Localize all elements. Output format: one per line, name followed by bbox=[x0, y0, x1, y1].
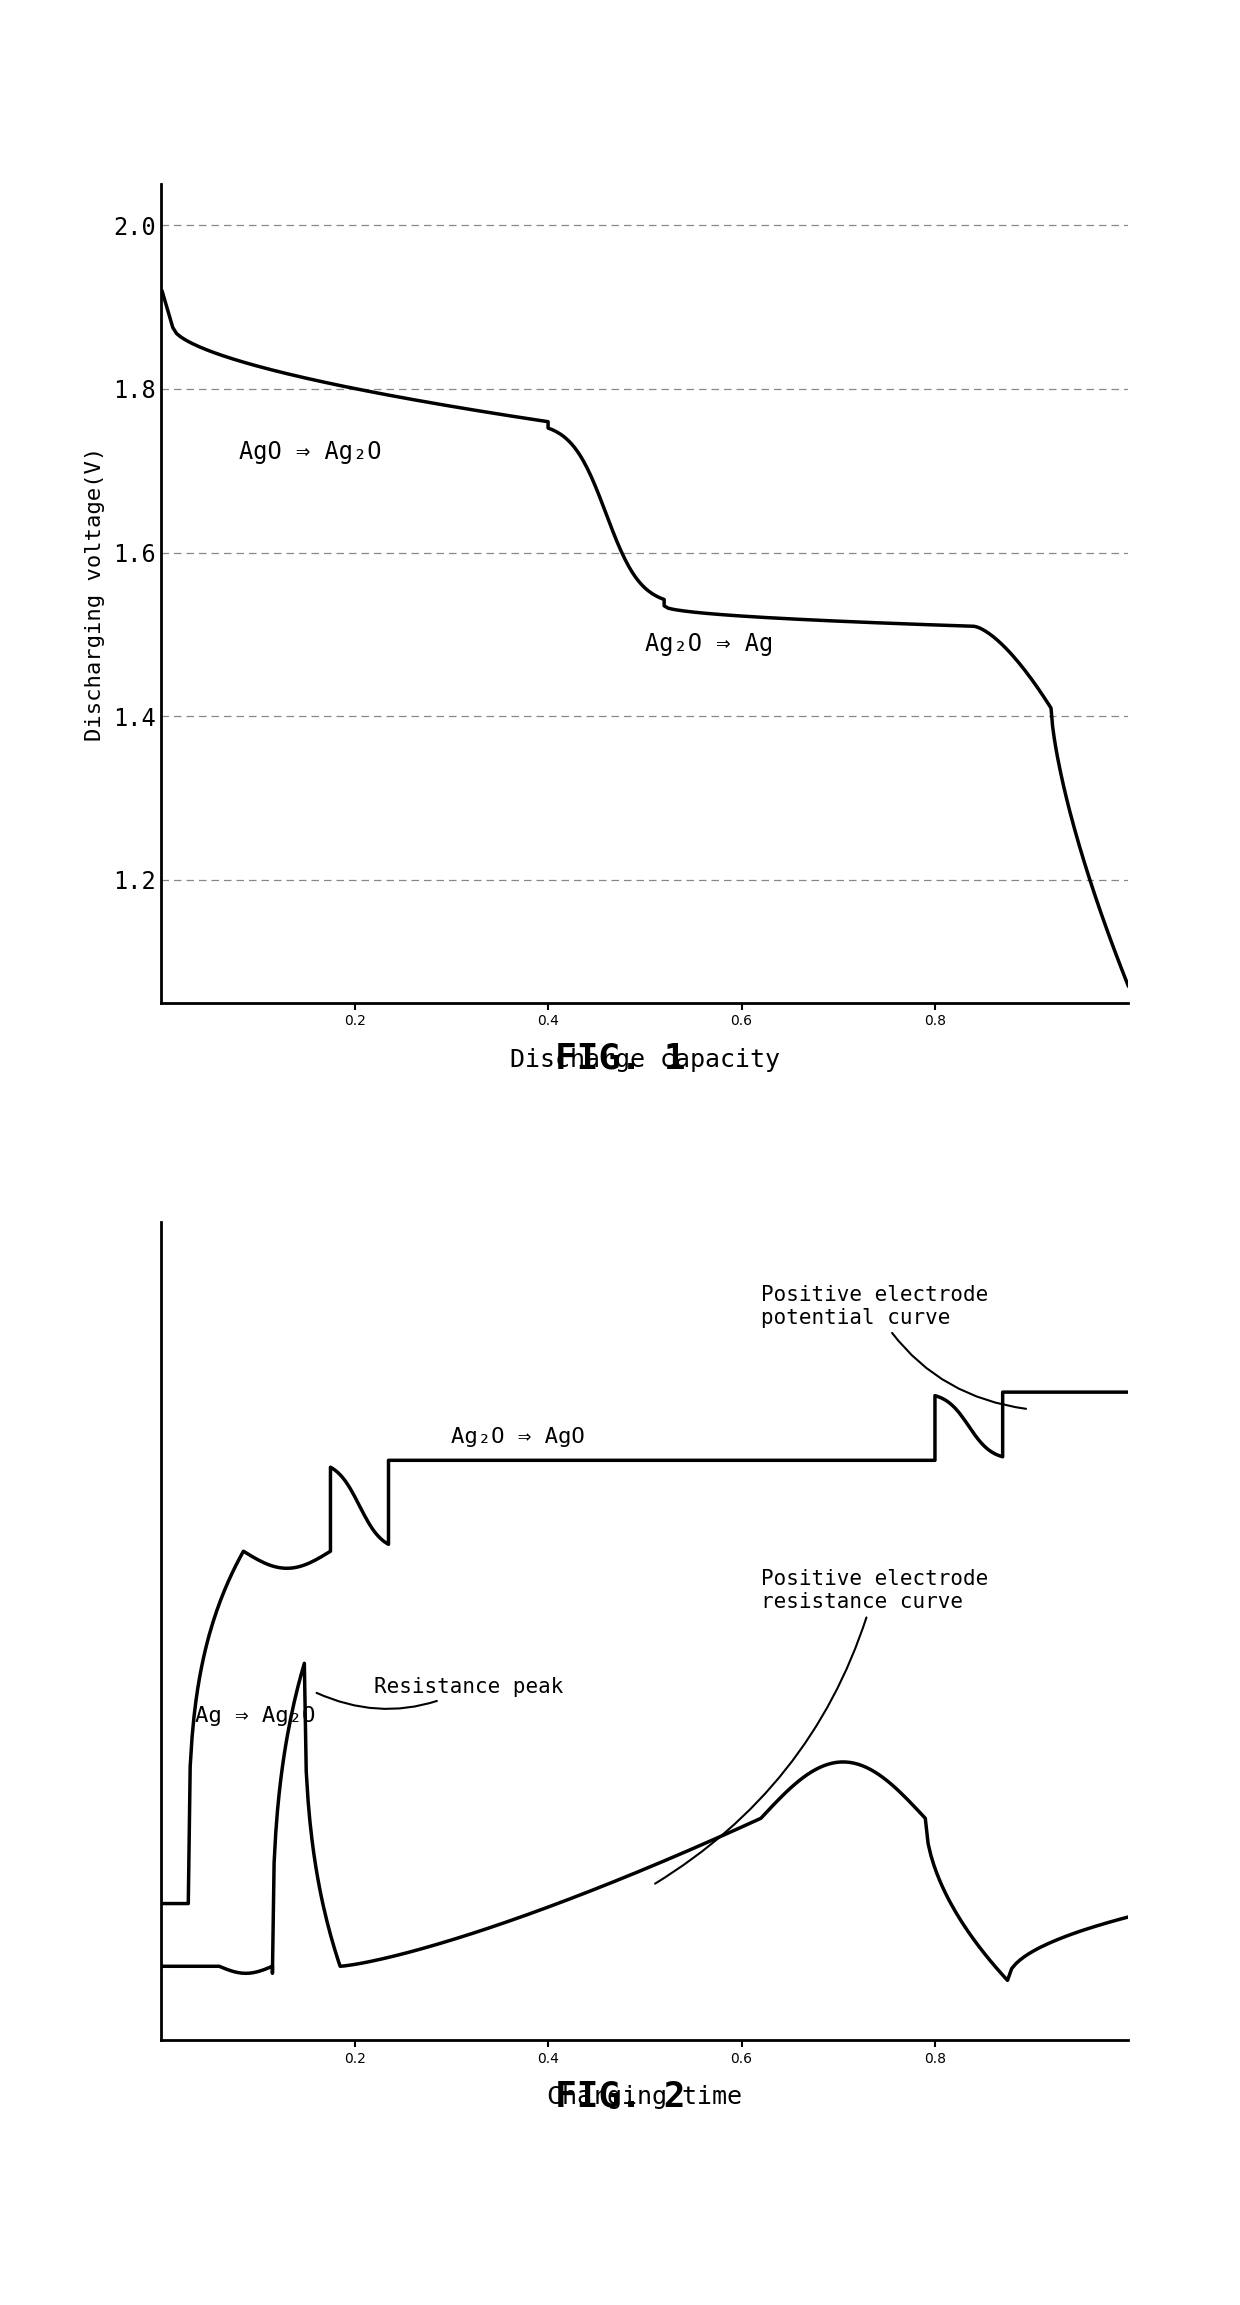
Text: Resistance peak: Resistance peak bbox=[316, 1678, 563, 1708]
Text: Positive electrode
potential curve: Positive electrode potential curve bbox=[761, 1284, 1025, 1408]
Text: FIG. 1: FIG. 1 bbox=[554, 1042, 686, 1076]
Text: AgO ⇒ Ag₂O: AgO ⇒ Ag₂O bbox=[238, 440, 381, 463]
Text: FIG. 2: FIG. 2 bbox=[554, 2079, 686, 2114]
Text: Ag₂O ⇒ Ag: Ag₂O ⇒ Ag bbox=[645, 632, 773, 657]
Text: Ag ⇒ Ag₂O: Ag ⇒ Ag₂O bbox=[195, 1706, 315, 1726]
X-axis label: Discharge capacity: Discharge capacity bbox=[510, 1049, 780, 1072]
Text: Ag₂O ⇒ AgO: Ag₂O ⇒ AgO bbox=[451, 1427, 585, 1448]
Y-axis label: Discharging voltage(V): Discharging voltage(V) bbox=[86, 447, 105, 740]
Text: Positive electrode
resistance curve: Positive electrode resistance curve bbox=[655, 1570, 988, 1883]
X-axis label: Charging time: Charging time bbox=[547, 2086, 743, 2109]
